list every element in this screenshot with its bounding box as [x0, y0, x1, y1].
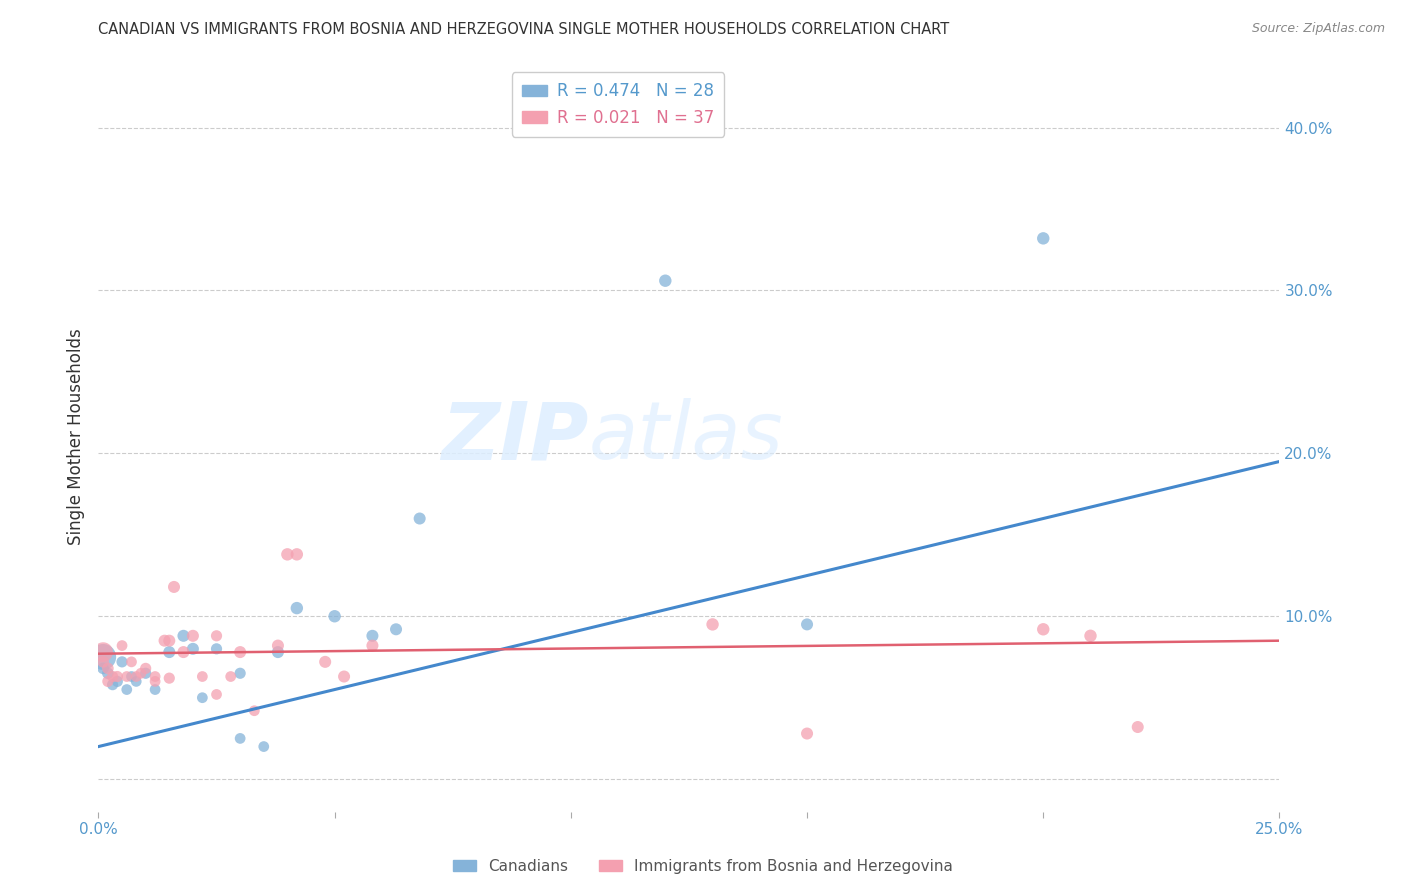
Point — [796, 726, 818, 740]
Point — [285, 601, 308, 615]
Point — [205, 641, 228, 656]
Point — [157, 645, 180, 659]
Point — [129, 666, 152, 681]
Point — [91, 645, 114, 659]
Point — [135, 666, 157, 681]
Point — [111, 639, 134, 653]
Point — [181, 629, 204, 643]
Point — [323, 609, 346, 624]
Legend: R = 0.474   N = 28, R = 0.021   N = 37: R = 0.474 N = 28, R = 0.021 N = 37 — [512, 72, 724, 136]
Point — [97, 661, 120, 675]
Point — [333, 669, 356, 683]
Point — [191, 669, 214, 683]
Point — [314, 655, 336, 669]
Text: Source: ZipAtlas.com: Source: ZipAtlas.com — [1251, 22, 1385, 36]
Point — [157, 671, 180, 685]
Point — [125, 674, 148, 689]
Point — [654, 274, 676, 288]
Text: atlas: atlas — [589, 398, 783, 476]
Point — [121, 669, 143, 683]
Point — [97, 666, 120, 681]
Point — [1032, 231, 1054, 245]
Point — [157, 633, 180, 648]
Point — [267, 639, 290, 653]
Point — [1126, 720, 1149, 734]
Point — [285, 547, 308, 561]
Point — [172, 645, 194, 659]
Point — [408, 511, 430, 525]
Point — [361, 639, 384, 653]
Point — [105, 669, 128, 683]
Point — [153, 633, 176, 648]
Text: CANADIAN VS IMMIGRANTS FROM BOSNIA AND HERZEGOVINA SINGLE MOTHER HOUSEHOLDS CORR: CANADIAN VS IMMIGRANTS FROM BOSNIA AND H… — [98, 22, 949, 37]
Point — [253, 739, 276, 754]
Point — [702, 617, 724, 632]
Legend: Canadians, Immigrants from Bosnia and Herzegovina: Canadians, Immigrants from Bosnia and He… — [447, 853, 959, 880]
Point — [361, 629, 384, 643]
Point — [101, 678, 124, 692]
Point — [181, 641, 204, 656]
Point — [121, 655, 143, 669]
Point — [1080, 629, 1102, 643]
Point — [243, 704, 266, 718]
Point — [135, 661, 157, 675]
Point — [143, 674, 166, 689]
Point — [172, 629, 194, 643]
Point — [1032, 622, 1054, 636]
Point — [229, 731, 252, 746]
Point — [105, 674, 128, 689]
Point — [796, 617, 818, 632]
Point — [163, 580, 186, 594]
Point — [205, 629, 228, 643]
Point — [91, 650, 114, 665]
Point — [267, 645, 290, 659]
Point — [276, 547, 298, 561]
Point — [229, 645, 252, 659]
Point — [91, 661, 114, 675]
Point — [111, 655, 134, 669]
Point — [115, 682, 138, 697]
Point — [385, 622, 408, 636]
Point — [101, 669, 124, 683]
Point — [191, 690, 214, 705]
Point — [91, 655, 114, 669]
Point — [229, 666, 252, 681]
Y-axis label: Single Mother Households: Single Mother Households — [67, 329, 86, 545]
Point — [115, 669, 138, 683]
Point — [143, 682, 166, 697]
Point — [143, 669, 166, 683]
Point — [125, 669, 148, 683]
Point — [97, 674, 120, 689]
Point — [205, 688, 228, 702]
Point — [219, 669, 242, 683]
Text: ZIP: ZIP — [441, 398, 589, 476]
